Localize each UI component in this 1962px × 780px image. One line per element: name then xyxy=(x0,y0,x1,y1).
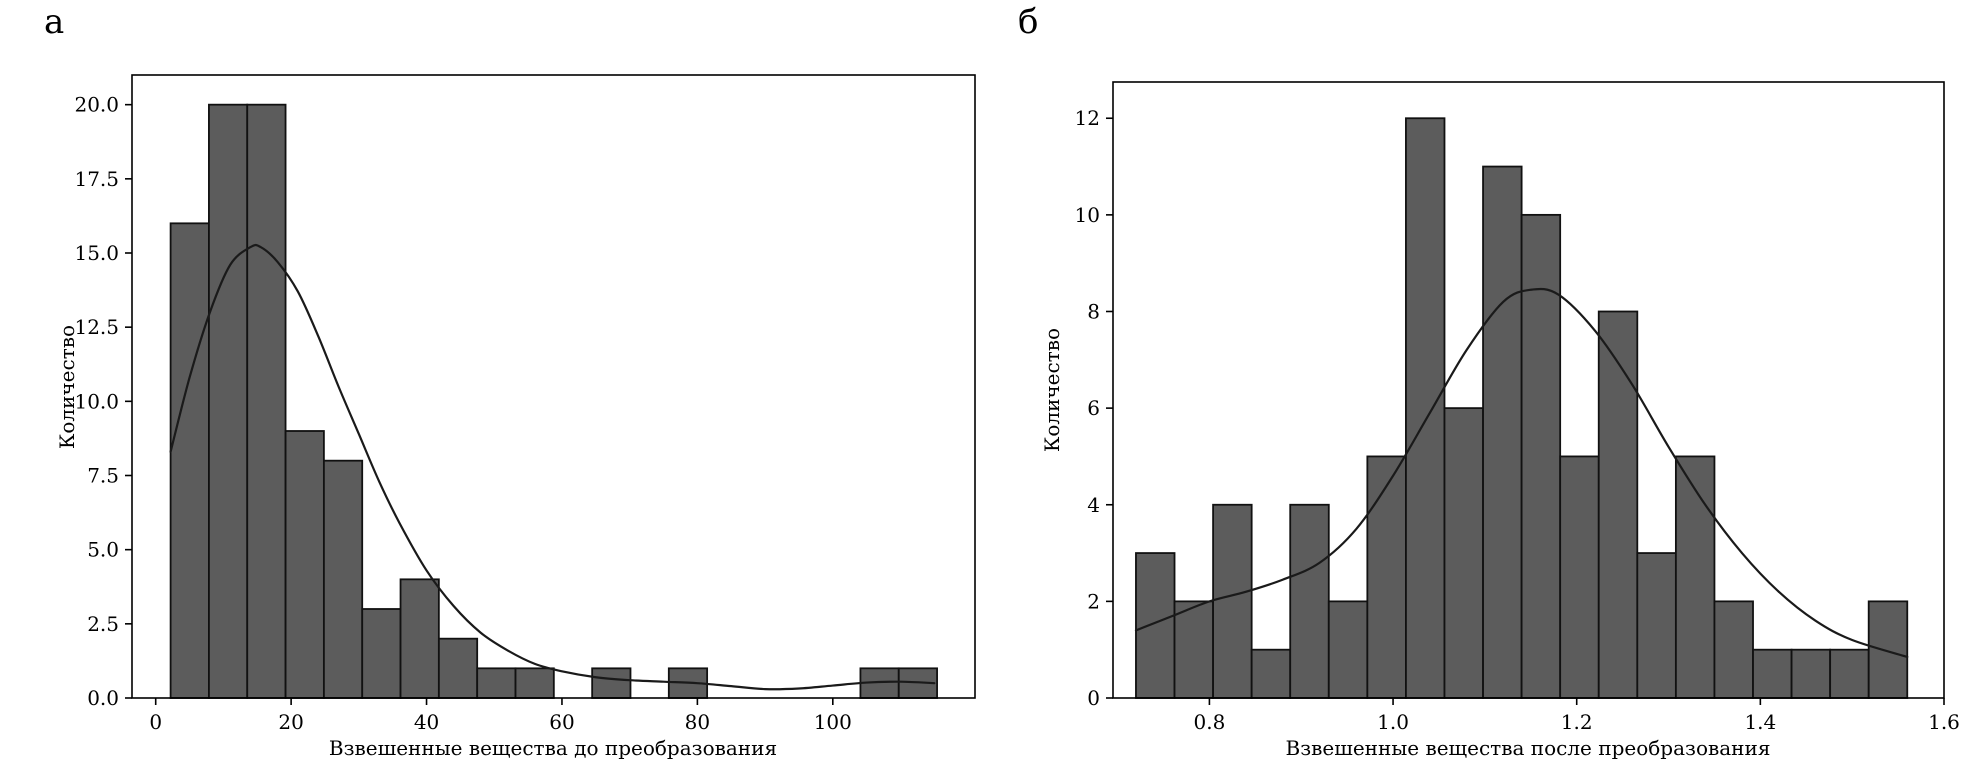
y-tick-label: 7.5 xyxy=(87,464,119,488)
histogram-bar xyxy=(1289,503,1330,699)
x-axis-label-after: Взвешенные вещества после преобразования xyxy=(1285,736,1771,760)
histogram-bar xyxy=(1212,503,1253,699)
x-tick-label: 20 xyxy=(278,710,303,734)
histogram-before-transform: 0 20 40 60 80 100 0.0 2.5 5.0 7.5 10.0 12.5 15.0 17.5… xyxy=(74,74,976,734)
y-axis-label-after: Количество xyxy=(1040,327,1064,453)
x-tick-label: 40 xyxy=(414,710,439,734)
y-tick-label: 10 xyxy=(1075,203,1100,227)
y-tick-label: 0 xyxy=(1087,686,1100,710)
histogram-bar xyxy=(246,103,287,699)
kde-curve xyxy=(1134,287,1909,659)
histogram-bar xyxy=(1327,600,1369,699)
histogram-after-transform: 0.8 1.0 1.2 1.4 1.6 0 2 4 6 8 10 12 xyxy=(1075,81,1960,734)
kde-curve xyxy=(169,243,936,691)
histogram-bar xyxy=(1674,455,1716,699)
y-tick-label: 4 xyxy=(1087,493,1100,517)
histogram-bar xyxy=(1366,455,1407,699)
y-tick-label: 2 xyxy=(1087,589,1100,613)
histogram-bar xyxy=(1636,552,1677,699)
histogram-bar xyxy=(284,430,325,699)
x-tick-label: 100 xyxy=(814,710,852,734)
histogram-bar xyxy=(1790,648,1832,699)
histogram-bar xyxy=(1173,600,1214,699)
histogram-bar xyxy=(591,667,632,699)
histogram-bar xyxy=(399,578,440,699)
histogram-bar xyxy=(1867,600,1909,699)
histogram-bar xyxy=(1559,455,1600,699)
y-tick-label: 0.0 xyxy=(87,686,119,710)
histogram-bar xyxy=(514,667,555,699)
histogram-bar xyxy=(1405,117,1446,699)
y-tick-label: 5.0 xyxy=(87,538,119,562)
plot-border xyxy=(1112,81,1945,699)
x-tick-label: 1.2 xyxy=(1561,710,1593,734)
histogram-bar xyxy=(1713,600,1754,699)
plot-border xyxy=(131,74,976,699)
histogram-bar xyxy=(1443,407,1484,699)
x-tick-label: 80 xyxy=(685,710,710,734)
y-axis-label-before: Количество xyxy=(55,324,79,450)
y-tick-label: 12 xyxy=(1075,106,1100,130)
histogram-bar xyxy=(1752,648,1793,699)
histogram-bar xyxy=(1520,213,1562,699)
histogram-bar xyxy=(1597,310,1639,699)
histogram-bar xyxy=(1250,648,1292,699)
y-tick-label: 17.5 xyxy=(74,167,119,191)
x-tick-label: 0.8 xyxy=(1194,710,1226,734)
y-tick-label: 2.5 xyxy=(87,612,119,636)
panel-label-b: б xyxy=(1018,2,1039,42)
y-tick-label: 8 xyxy=(1087,299,1100,323)
x-axis-label-before: Взвешенные вещества до преобразования xyxy=(328,736,778,760)
x-tick-label: 1.6 xyxy=(1928,710,1960,734)
histogram-bar xyxy=(1482,165,1523,699)
x-tick-label: 60 xyxy=(549,710,574,734)
histogram-bar xyxy=(361,608,402,699)
panel-label-a: а xyxy=(44,2,65,42)
y-tick-label: 10.0 xyxy=(74,389,119,413)
x-tick-label: 1.0 xyxy=(1377,710,1409,734)
histogram-bar xyxy=(476,667,517,699)
y-tick-label: 15.0 xyxy=(74,241,119,265)
histogram-bar xyxy=(1135,552,1176,699)
y-tick-label: 20.0 xyxy=(74,93,119,117)
histogram-bar xyxy=(208,103,249,699)
x-tick-label: 1.4 xyxy=(1744,710,1776,734)
y-tick-label: 12.5 xyxy=(74,315,119,339)
histogram-bar xyxy=(1829,648,1870,699)
x-tick-label: 0 xyxy=(149,710,162,734)
y-tick-label: 6 xyxy=(1087,396,1100,420)
histogram-bar xyxy=(169,222,210,699)
histogram-bar xyxy=(322,459,364,699)
histogram-bar xyxy=(437,637,479,699)
